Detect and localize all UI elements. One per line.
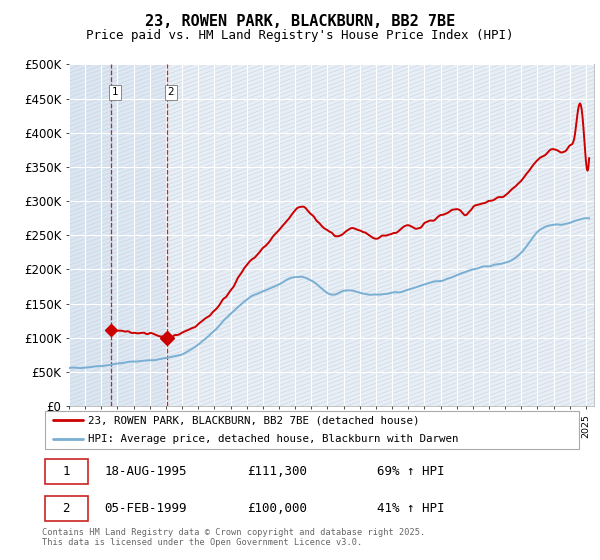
Text: 18-AUG-1995: 18-AUG-1995 <box>104 465 187 478</box>
Text: 05-FEB-1999: 05-FEB-1999 <box>104 502 187 515</box>
Bar <box>69 64 112 406</box>
Text: 23, ROWEN PARK, BLACKBURN, BB2 7BE: 23, ROWEN PARK, BLACKBURN, BB2 7BE <box>145 14 455 29</box>
Text: 1: 1 <box>62 465 70 478</box>
Text: HPI: Average price, detached house, Blackburn with Darwen: HPI: Average price, detached house, Blac… <box>88 435 458 445</box>
Text: Contains HM Land Registry data © Crown copyright and database right 2025.
This d: Contains HM Land Registry data © Crown c… <box>42 528 425 547</box>
Text: £100,000: £100,000 <box>247 502 307 515</box>
Bar <box>112 64 167 406</box>
Text: 2: 2 <box>167 87 174 97</box>
Text: £111,300: £111,300 <box>247 465 307 478</box>
Text: 23, ROWEN PARK, BLACKBURN, BB2 7BE (detached house): 23, ROWEN PARK, BLACKBURN, BB2 7BE (deta… <box>88 415 419 425</box>
FancyBboxPatch shape <box>45 459 88 484</box>
Text: 41% ↑ HPI: 41% ↑ HPI <box>377 502 444 515</box>
Text: 1: 1 <box>112 87 118 97</box>
FancyBboxPatch shape <box>45 496 88 521</box>
FancyBboxPatch shape <box>45 411 580 449</box>
Text: 2: 2 <box>62 502 70 515</box>
Text: 69% ↑ HPI: 69% ↑ HPI <box>377 465 444 478</box>
Text: Price paid vs. HM Land Registry's House Price Index (HPI): Price paid vs. HM Land Registry's House … <box>86 29 514 42</box>
